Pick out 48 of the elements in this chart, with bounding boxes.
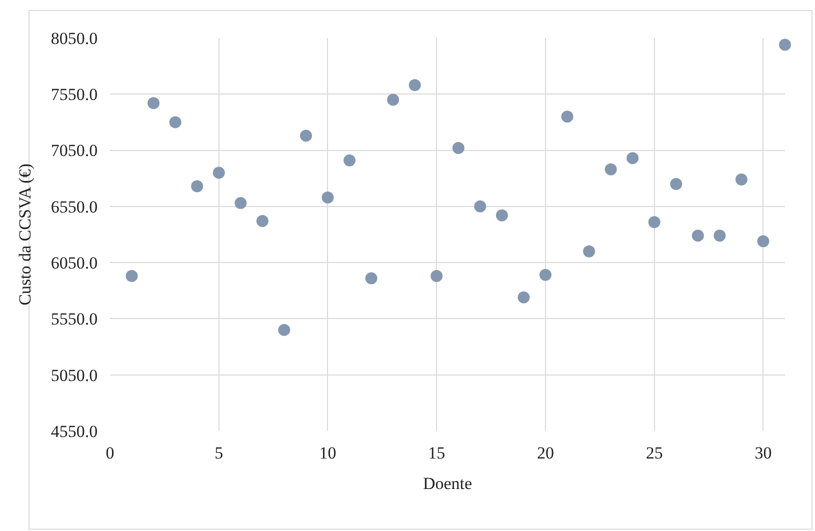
point [234,197,247,210]
point [561,110,574,123]
y-tick-label: 8050.0 [50,28,98,48]
point [648,216,660,228]
point [735,173,748,186]
y-tick-label: 5050.0 [50,366,98,385]
point [126,270,138,282]
point [408,79,421,92]
point [148,97,160,110]
point [169,116,182,128]
point [430,270,443,282]
point [474,200,486,212]
point [256,215,268,228]
point [278,324,290,336]
point [212,166,225,179]
y-tick-label: 4550.0 [50,422,98,441]
point [757,235,770,248]
point [518,291,530,304]
y-axis-title: Custo da CCSVA (€) [15,164,34,306]
x-tick-label: 10 [319,443,336,462]
point [452,142,464,154]
point [714,230,726,242]
point [344,154,356,166]
y-tick-label: 5550.0 [50,310,98,329]
y-tick-label: 6050.0 [50,254,98,273]
x-tick-label: 20 [536,443,554,462]
point [387,94,400,106]
x-tick-label: 5 [214,443,224,462]
y-tick-label: 6550.0 [50,197,98,216]
x-tick-label: 25 [646,443,663,462]
x-tick-label: 15 [428,443,446,462]
y-tick-label: 7050.0 [50,141,98,160]
point [670,178,682,190]
x-axis-title: Doente [422,474,472,493]
point [539,268,552,281]
point [583,245,596,258]
point [604,163,617,176]
point [626,152,639,164]
point [779,38,791,51]
x-tick-label: 30 [754,443,772,462]
y-tick-label: 7550.0 [50,85,98,104]
point [191,180,204,192]
x-tick-label: 0 [106,443,114,462]
point [692,230,704,242]
point [322,191,334,204]
point [496,209,508,222]
point [365,272,378,284]
point [300,130,312,142]
